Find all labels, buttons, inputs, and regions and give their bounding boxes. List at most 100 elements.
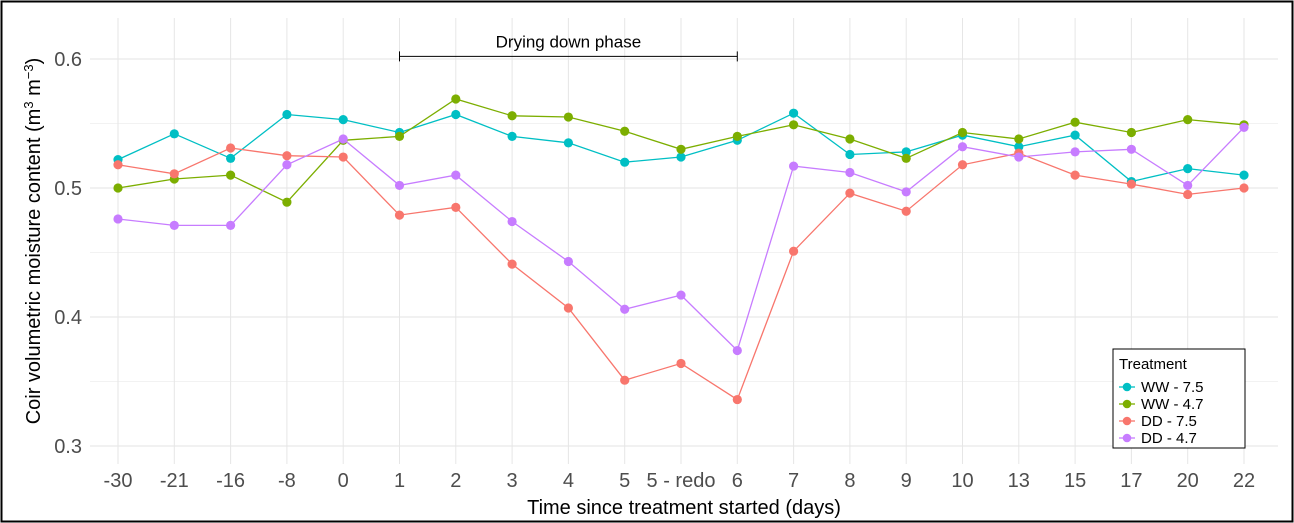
legend-label: DD - 7.5 xyxy=(1141,413,1197,430)
legend-item: WW - 4.7 xyxy=(1119,396,1204,413)
data-point xyxy=(1183,164,1193,174)
data-point xyxy=(1070,147,1080,157)
legend-label: WW - 7.5 xyxy=(1141,379,1204,396)
x-tick-label: 7 xyxy=(788,470,799,492)
legend-label: DD - 4.7 xyxy=(1141,430,1197,447)
x-tick-label: 15 xyxy=(1064,470,1086,492)
data-point xyxy=(1014,142,1024,152)
data-point xyxy=(789,246,799,256)
legend-key-point xyxy=(1122,416,1132,426)
data-point xyxy=(1070,170,1080,180)
data-point xyxy=(620,375,630,385)
y-axis-title-end: ) xyxy=(23,58,45,65)
x-tick-label: 5 xyxy=(619,470,630,492)
series-ww-7-5 xyxy=(113,108,1249,187)
x-tick-label: 10 xyxy=(951,470,973,492)
data-point xyxy=(507,111,517,121)
data-point xyxy=(113,214,123,224)
y-tick-label: 0.3 xyxy=(54,436,82,458)
plot-panel xyxy=(90,18,1278,464)
data-point xyxy=(676,152,686,162)
data-point xyxy=(676,358,686,369)
x-tick-label: 13 xyxy=(1008,470,1030,492)
legend: Treatment WW - 7.5WW - 4.7DD - 7.5DD - 4… xyxy=(1112,348,1246,449)
data-point xyxy=(226,220,236,231)
data-point xyxy=(676,290,686,300)
data-point xyxy=(282,151,292,161)
data-point xyxy=(620,126,630,136)
data-point xyxy=(169,129,179,139)
data-point xyxy=(282,197,292,207)
data-point xyxy=(732,345,742,356)
data-point xyxy=(1183,189,1193,200)
y-axis-title-main: Coir volumetric moisture content (m xyxy=(23,109,45,425)
data-point xyxy=(1126,144,1136,154)
x-tick-label: 8 xyxy=(844,470,855,492)
data-point xyxy=(507,216,517,227)
data-point xyxy=(113,183,123,193)
legend-item: DD - 4.7 xyxy=(1119,430,1197,447)
series-layer xyxy=(113,94,1249,405)
data-point xyxy=(394,131,405,141)
data-point xyxy=(789,108,799,118)
y-axis-title-sup2: −3 xyxy=(21,64,36,79)
x-tick-label: -21 xyxy=(160,470,189,492)
x-tick-label: 5 - redo xyxy=(647,470,716,492)
data-point xyxy=(1070,130,1080,140)
data-point xyxy=(169,169,179,179)
legend-box xyxy=(1112,348,1246,449)
y-axis-title-mid: m xyxy=(23,79,45,101)
data-point xyxy=(732,131,742,141)
legend-item: DD - 7.5 xyxy=(1119,413,1197,430)
data-point xyxy=(1014,134,1024,144)
data-point xyxy=(1183,115,1193,125)
data-point xyxy=(620,157,630,167)
data-point xyxy=(563,303,574,313)
y-tick-label: 0.5 xyxy=(54,178,82,200)
data-point xyxy=(1070,117,1080,127)
data-point xyxy=(1239,122,1249,132)
data-point xyxy=(845,134,855,144)
data-point xyxy=(1239,183,1249,193)
legend-key-point xyxy=(1122,433,1132,443)
data-point xyxy=(620,304,630,314)
x-tick-label: 20 xyxy=(1177,470,1199,492)
series-dd-4-7 xyxy=(113,122,1249,356)
y-tick-label: 0.6 xyxy=(54,49,82,71)
data-point xyxy=(226,153,236,163)
data-point xyxy=(1183,180,1193,191)
data-point xyxy=(789,161,799,171)
data-point xyxy=(1126,127,1136,138)
x-tick-labels: -30 -21 -16 -8 0 1 2 3 4 5 5 - redo 6 7 8 9 10 13 15 17 20 2… xyxy=(104,470,1256,492)
data-point xyxy=(789,120,799,130)
data-point xyxy=(451,202,461,212)
data-point xyxy=(563,256,574,267)
series-ww-4-7 xyxy=(113,94,1249,207)
drying-phase-label: Drying down phase xyxy=(496,32,642,51)
data-point xyxy=(451,94,461,104)
data-point xyxy=(676,144,686,154)
data-point xyxy=(338,115,348,125)
legend-key-point xyxy=(1122,399,1132,409)
x-axis-title: Time since treatment started (days) xyxy=(527,497,841,519)
data-point xyxy=(1239,170,1249,180)
data-point xyxy=(957,127,968,138)
x-tick-label: 4 xyxy=(563,470,574,492)
data-point xyxy=(845,149,855,160)
x-tick-label: 17 xyxy=(1120,470,1142,492)
data-point xyxy=(169,220,179,231)
y-tick-labels: 0.3 0.4 0.5 0.6 xyxy=(54,49,82,458)
y-axis-title: Coir volumetric moisture content (m3 m−3… xyxy=(21,58,46,425)
data-point xyxy=(338,152,348,162)
y-tick-label: 0.4 xyxy=(54,307,82,329)
legend-key-point xyxy=(1122,382,1132,392)
x-tick-label: 6 xyxy=(732,470,743,492)
data-point xyxy=(901,147,911,157)
data-point xyxy=(226,170,236,180)
data-point xyxy=(845,167,855,178)
data-point xyxy=(451,170,461,180)
data-point xyxy=(563,138,574,148)
data-point xyxy=(901,206,911,216)
x-tick-label: 1 xyxy=(394,470,405,492)
